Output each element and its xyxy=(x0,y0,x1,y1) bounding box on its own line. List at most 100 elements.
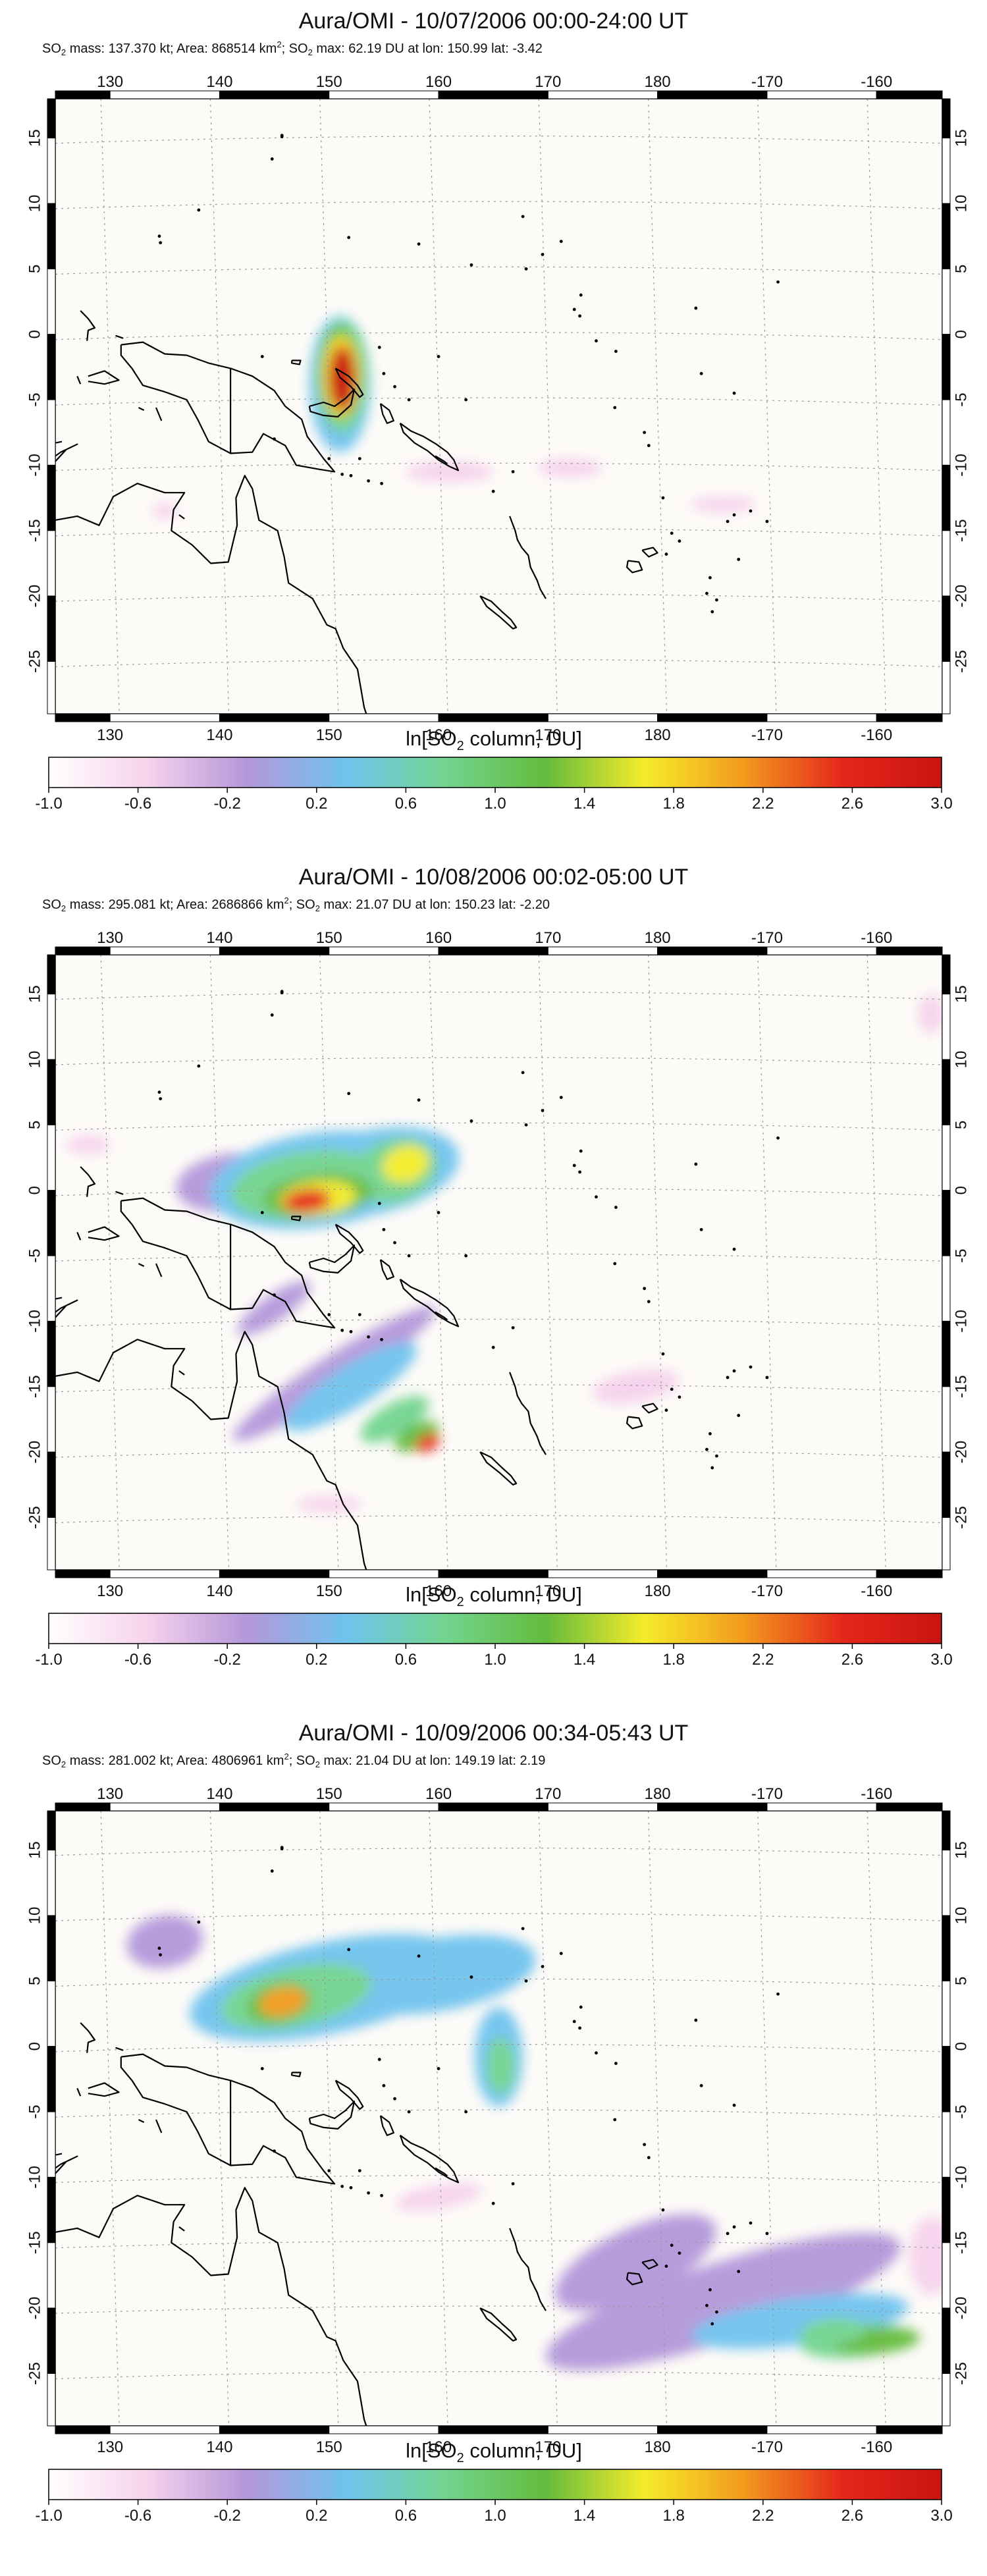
border-segment xyxy=(547,946,658,955)
coastline xyxy=(308,389,356,417)
island xyxy=(732,2225,736,2229)
meridian xyxy=(209,1811,230,2426)
island xyxy=(664,552,668,556)
lon-tick-label-top: 170 xyxy=(535,929,561,947)
coastline xyxy=(626,2272,643,2286)
coastline xyxy=(178,514,185,520)
islands xyxy=(157,1846,780,2326)
island xyxy=(541,1109,545,1112)
border-segment xyxy=(766,946,877,955)
border-segment xyxy=(47,1190,56,1256)
island xyxy=(260,2067,264,2070)
colorbar-tick-label: -0.2 xyxy=(214,1651,241,1669)
border-segment xyxy=(109,946,220,955)
lat-tick-label-left: 5 xyxy=(26,265,43,273)
border-segment xyxy=(55,713,111,722)
colorbar-label-text: column, DU] xyxy=(464,727,582,750)
border-segment xyxy=(329,1802,439,1811)
lat-tick-label-right: -5 xyxy=(952,1248,970,1262)
lat-tick-label-left: -20 xyxy=(26,1441,43,1464)
meridian xyxy=(867,99,886,714)
coastline xyxy=(138,1263,145,1267)
island xyxy=(407,1254,411,1258)
island xyxy=(710,2322,714,2326)
coastline xyxy=(291,2072,302,2078)
colorbar-tick-label: 0.6 xyxy=(395,1651,417,1669)
island xyxy=(260,355,264,358)
meridian xyxy=(319,955,339,1570)
border-segment xyxy=(47,203,56,269)
lon-tick-label-top: 160 xyxy=(425,73,452,91)
border-segment xyxy=(942,98,951,139)
island xyxy=(579,2005,583,2009)
lon-tick-label-bottom: 180 xyxy=(645,726,671,744)
parallel xyxy=(55,1057,942,1065)
border-segment xyxy=(55,90,111,99)
border-segment xyxy=(942,1255,951,1322)
lon-tick-label-bottom: 160 xyxy=(425,1582,452,1600)
border-segment xyxy=(438,1569,548,1578)
lon-tick-label-top: -160 xyxy=(861,73,892,91)
lon-tick-label-top: 140 xyxy=(206,73,232,91)
lat-tick-label-left: 0 xyxy=(26,1186,43,1194)
lon-tick-label-top: 180 xyxy=(645,1785,671,1803)
island xyxy=(524,1123,528,1127)
colorbar-tick-label: 2.6 xyxy=(841,1651,863,1669)
island xyxy=(377,2058,381,2061)
lon-tick-label-bottom: 170 xyxy=(535,2438,561,2456)
so2-blob xyxy=(237,1281,311,1336)
island xyxy=(765,520,769,523)
lon-tick-label-top: 130 xyxy=(97,73,123,91)
island xyxy=(708,2288,712,2292)
border-segment xyxy=(438,713,548,722)
parallel xyxy=(55,1978,942,1987)
island xyxy=(273,437,276,441)
meridian xyxy=(209,955,230,1570)
island xyxy=(726,1376,730,1380)
border-segment xyxy=(47,268,56,335)
island xyxy=(270,157,274,161)
island xyxy=(157,1946,161,1950)
coastline xyxy=(55,2153,63,2156)
border-segment xyxy=(942,1124,951,1191)
parallel xyxy=(55,593,942,602)
border-segment xyxy=(47,399,56,466)
map-content xyxy=(55,99,942,714)
island xyxy=(776,1992,780,1996)
map-background xyxy=(55,99,942,714)
border-segment xyxy=(766,1569,877,1578)
so2-stats: SO2 mass: 137.370 kt; Area: 868514 km2; … xyxy=(42,37,543,61)
map-border-scale xyxy=(47,1802,951,2434)
coastline xyxy=(308,2101,356,2130)
border-segment xyxy=(942,2307,951,2375)
coastline xyxy=(178,1370,185,1376)
border-segment xyxy=(219,1569,330,1578)
coastline xyxy=(115,335,124,339)
lat-tick-label-left: -5 xyxy=(26,1248,43,1262)
parallel xyxy=(55,2240,942,2249)
so2-blob xyxy=(545,2233,901,2371)
coastline xyxy=(115,2047,124,2051)
stats-mass-label: SO xyxy=(42,1754,61,1768)
lat-tick-label-right: -25 xyxy=(952,1506,970,1529)
border-segment xyxy=(47,994,56,1060)
coastline xyxy=(120,1197,336,1329)
island xyxy=(349,473,353,477)
island xyxy=(340,2184,344,2188)
border-segment xyxy=(109,713,220,722)
border-segment xyxy=(47,2176,56,2243)
island xyxy=(347,1948,351,1952)
stats-mass-label: SO xyxy=(42,898,61,912)
lon-tick-label-bottom: 130 xyxy=(97,1582,123,1600)
meridian xyxy=(429,955,448,1570)
lon-tick-label-top: 130 xyxy=(97,929,123,947)
lat-tick-label-right: 0 xyxy=(952,1186,970,1194)
colorbar-tick-label: 1.0 xyxy=(484,2507,506,2525)
parallel xyxy=(55,332,942,340)
colorbar-tick-label: 2.2 xyxy=(752,795,774,813)
island xyxy=(664,1409,668,1412)
stats-max-sub: 2 xyxy=(315,1759,320,1769)
lon-tick-label-bottom: 130 xyxy=(97,2438,123,2456)
coastline xyxy=(509,2228,547,2311)
so2-blob xyxy=(918,994,942,1034)
